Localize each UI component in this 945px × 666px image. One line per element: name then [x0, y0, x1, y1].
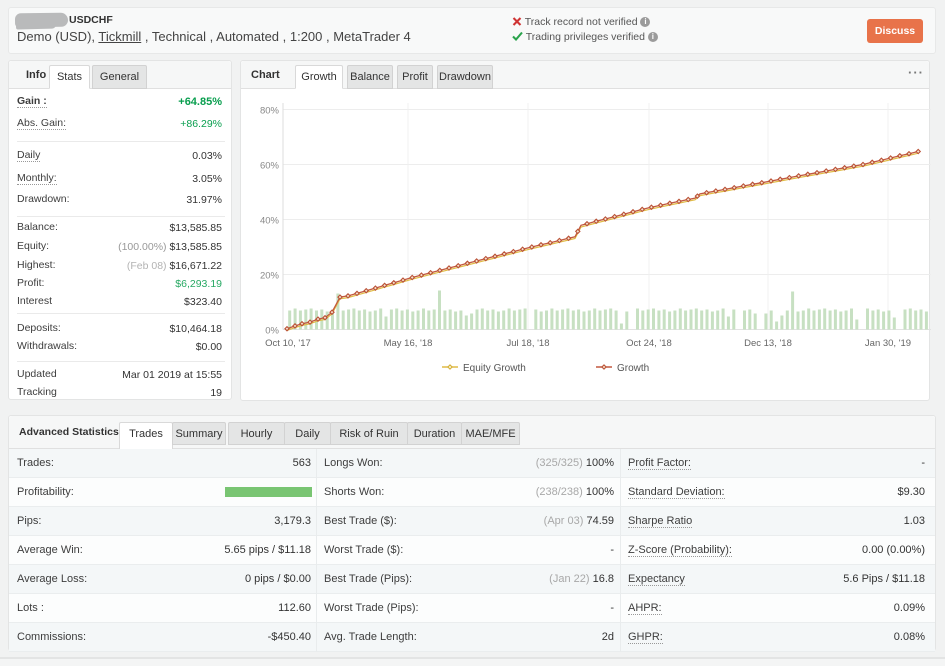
svg-text:Oct 10, '17: Oct 10, '17 [265, 338, 311, 349]
svg-text:Jul 18, '18: Jul 18, '18 [506, 338, 549, 349]
svg-text:Jan 30, '19: Jan 30, '19 [865, 338, 911, 349]
svg-text:Equity Growth: Equity Growth [463, 363, 526, 374]
svg-text:0%: 0% [265, 326, 279, 337]
svg-text:Oct 24, '18: Oct 24, '18 [626, 338, 672, 349]
svg-text:40%: 40% [260, 216, 280, 227]
svg-text:Dec 13, '18: Dec 13, '18 [744, 338, 792, 349]
svg-text:May 16, '18: May 16, '18 [384, 338, 433, 349]
svg-text:20%: 20% [260, 271, 280, 282]
svg-text:Growth: Growth [617, 363, 649, 374]
svg-text:80%: 80% [260, 106, 280, 117]
svg-text:60%: 60% [260, 161, 280, 172]
